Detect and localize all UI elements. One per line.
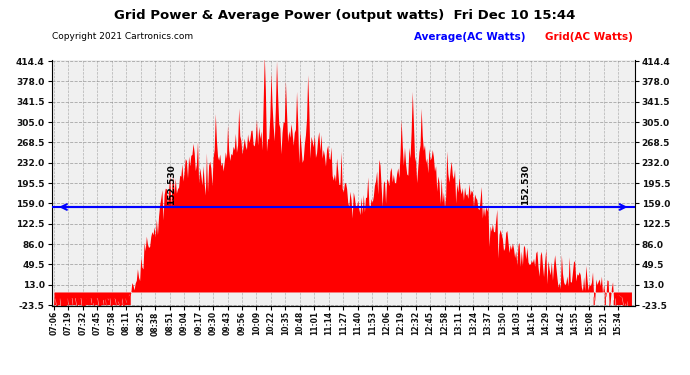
Text: Grid Power & Average Power (output watts)  Fri Dec 10 15:44: Grid Power & Average Power (output watts…	[115, 9, 575, 22]
Text: Average(AC Watts): Average(AC Watts)	[414, 32, 526, 42]
Text: 152.530: 152.530	[521, 164, 530, 205]
Text: Copyright 2021 Cartronics.com: Copyright 2021 Cartronics.com	[52, 32, 193, 41]
Text: Grid(AC Watts): Grid(AC Watts)	[545, 32, 633, 42]
Text: 152.530: 152.530	[168, 164, 177, 205]
